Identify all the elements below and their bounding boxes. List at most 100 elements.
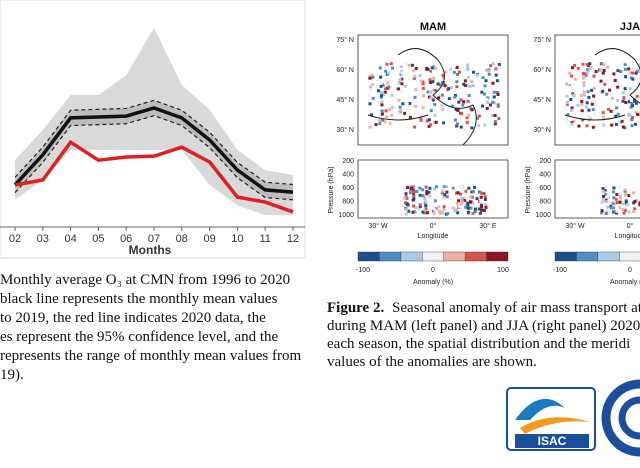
anomaly-cell xyxy=(621,125,625,129)
anomaly-cell xyxy=(459,98,463,102)
anomaly-cell xyxy=(612,196,616,200)
anomaly-cell xyxy=(613,79,617,83)
anomaly-cell xyxy=(615,106,619,110)
anomaly-cell xyxy=(632,210,636,214)
anomaly-cell xyxy=(460,185,464,189)
anomaly-cell xyxy=(439,83,443,87)
caption-lead: Figure 2. xyxy=(327,300,384,316)
anomaly-cell xyxy=(578,70,582,74)
anomaly-cell xyxy=(454,191,458,195)
anomaly-cell xyxy=(429,123,433,127)
colorbar-tick: -100 xyxy=(553,267,567,274)
anomaly-cell xyxy=(491,62,495,66)
anomaly-cell xyxy=(451,206,455,210)
anomaly-cell xyxy=(604,193,608,197)
anomaly-cell xyxy=(571,92,575,96)
anomaly-cell xyxy=(421,80,425,84)
anomaly-cell xyxy=(421,86,425,90)
anomaly-cell xyxy=(621,202,625,206)
anomaly-cell xyxy=(414,191,418,195)
anomaly-cell xyxy=(480,90,484,94)
anomaly-cell xyxy=(487,72,491,76)
anomaly-cell xyxy=(623,87,627,91)
anomaly-cell xyxy=(494,67,498,71)
anomaly-cell xyxy=(483,197,487,201)
anomaly-cell xyxy=(380,94,384,98)
anomaly-cell xyxy=(442,207,446,211)
anomaly-cell xyxy=(378,122,382,126)
logo-text: ISAC xyxy=(538,434,567,448)
anomaly-cell xyxy=(444,70,448,74)
anomaly-cell xyxy=(477,207,481,211)
anomaly-cell xyxy=(485,100,489,104)
anomaly-cell xyxy=(592,94,596,98)
x-tick-label: 04 xyxy=(64,233,76,245)
anomaly-cell xyxy=(496,90,500,94)
anomaly-cell xyxy=(584,105,588,109)
anomaly-cell xyxy=(601,89,605,93)
anomaly-cell xyxy=(628,87,632,91)
anomaly-cell xyxy=(616,69,620,73)
anomaly-cell xyxy=(455,122,459,126)
anomaly-cell xyxy=(473,210,477,214)
anomaly-cell xyxy=(566,119,570,123)
anomaly-cell xyxy=(582,93,586,97)
anomaly-cell xyxy=(624,75,628,79)
anomaly-cell xyxy=(493,113,497,117)
anomaly-cell xyxy=(634,71,638,75)
anomaly-cell xyxy=(451,186,455,190)
anomaly-cell xyxy=(464,91,468,95)
anomaly-cell xyxy=(496,103,500,107)
anomaly-cell xyxy=(586,115,590,119)
anomaly-cell xyxy=(445,190,449,194)
anomaly-cell xyxy=(570,121,574,125)
anomaly-cell xyxy=(614,122,618,126)
anomaly-cell xyxy=(608,88,612,92)
anomaly-cell xyxy=(480,208,484,212)
anomaly-cell xyxy=(627,194,631,198)
anomaly-cell xyxy=(589,66,593,70)
anomaly-cell xyxy=(467,210,471,214)
anomaly-cell xyxy=(386,81,390,85)
anomaly-cell xyxy=(431,76,435,80)
anomaly-cell xyxy=(459,202,463,206)
anomaly-cell xyxy=(398,78,402,82)
anomaly-cell xyxy=(422,94,426,98)
anomaly-cell xyxy=(619,70,623,74)
anomaly-cell xyxy=(405,197,409,201)
anomaly-cell xyxy=(457,70,461,74)
anomaly-cell xyxy=(601,118,605,122)
anomaly-cell xyxy=(441,73,445,77)
anomaly-cell xyxy=(379,72,383,76)
anomaly-cell xyxy=(380,109,384,113)
anomaly-cell xyxy=(621,208,625,212)
anomaly-cell xyxy=(480,205,484,209)
anomaly-cell xyxy=(414,206,418,210)
anomaly-cell xyxy=(635,204,639,208)
anomaly-cell xyxy=(483,123,487,127)
lon-tick: 30° E xyxy=(479,222,497,230)
anomaly-cell xyxy=(622,96,626,100)
anomaly-cell xyxy=(414,210,418,214)
anomaly-cell xyxy=(493,122,497,126)
anomaly-cell xyxy=(425,119,429,123)
anomaly-cell xyxy=(466,198,470,202)
anomaly-cell xyxy=(379,81,383,85)
anomaly-cell xyxy=(388,121,392,125)
anomaly-cell xyxy=(475,116,479,120)
anomaly-cell xyxy=(475,197,479,201)
anomaly-cell xyxy=(487,69,491,73)
colorbar-label: Anomaly (%) xyxy=(413,279,453,286)
panel-title: JJA xyxy=(620,21,640,33)
pressure-tick: 800 xyxy=(342,199,354,206)
anomaly-cell xyxy=(388,107,392,111)
anomaly-cell xyxy=(405,202,409,206)
anomaly-cell xyxy=(465,120,469,124)
anomaly-cell xyxy=(442,121,446,125)
anomaly-cell xyxy=(600,86,604,90)
colorbar-cell xyxy=(443,251,466,262)
anomaly-cell xyxy=(465,112,469,116)
lat-tick: 75° N xyxy=(533,36,551,44)
anomaly-cell xyxy=(615,193,619,197)
